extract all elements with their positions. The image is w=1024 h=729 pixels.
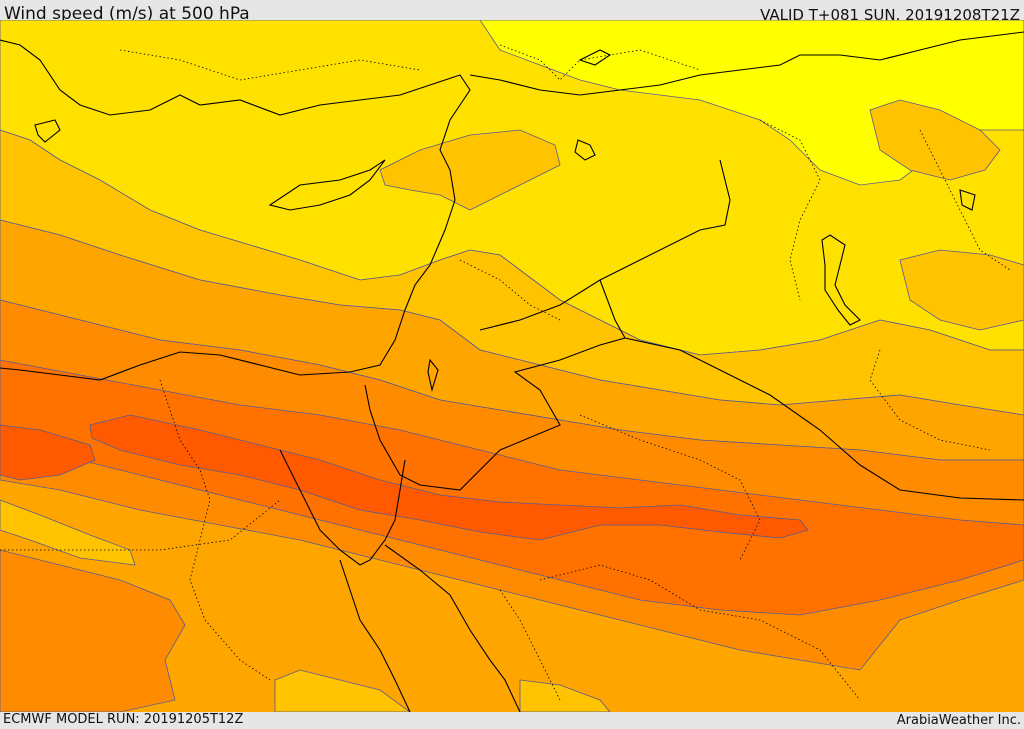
- wind-patch-gold-ne: [869, 99, 1001, 181]
- credit-label: ArabiaWeather Inc.: [896, 713, 1021, 728]
- wind-patch-gold-east: [899, 249, 1024, 331]
- admin-boundaries: [0, 44, 1011, 701]
- map-title: Wind speed (m/s) at 500 hPa: [4, 4, 250, 24]
- wind-band-orange-south: [0, 549, 186, 712]
- model-run-label: ECMWF MODEL RUN: 20191205T12Z: [3, 712, 244, 727]
- wind-band-orange-dark: [0, 359, 1024, 616]
- wind-band-gold-south: [274, 669, 411, 712]
- wind-band-jet-core: [89, 414, 809, 541]
- wind-patch-gold-levant: [379, 129, 561, 211]
- wind-band-gold-south-east: [519, 679, 611, 712]
- wind-speed-map[interactable]: [0, 20, 1024, 712]
- wind-band-gold-sw: [0, 499, 136, 566]
- wind-band-jet-core-west: [0, 424, 96, 481]
- valid-time-label: VALID T+081 SUN. 20191208T21Z: [760, 6, 1020, 24]
- coastlines: [0, 31, 1024, 712]
